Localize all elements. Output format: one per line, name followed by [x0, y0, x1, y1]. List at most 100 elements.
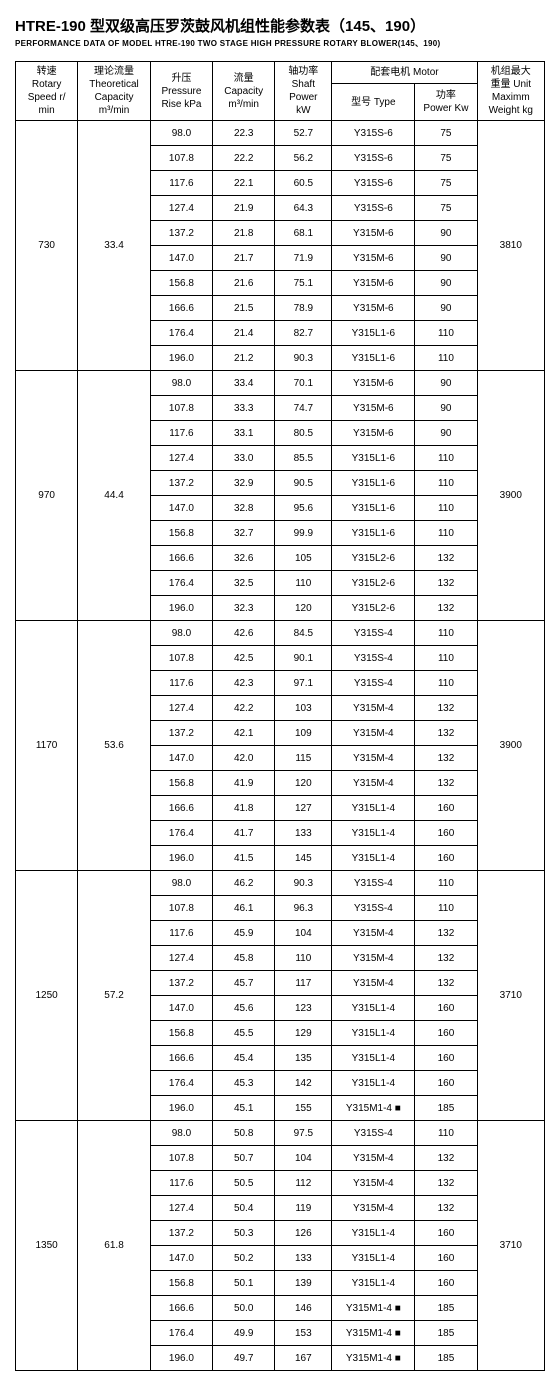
- cell-t: Y315S-4: [332, 621, 415, 646]
- cell-pw: 185: [415, 1096, 477, 1121]
- cell-s: 155: [275, 1096, 332, 1121]
- cell-c: 50.2: [213, 1246, 275, 1271]
- cell-t: Y315S-6: [332, 196, 415, 221]
- cell-p: 166.6: [150, 1046, 212, 1071]
- cell-t: Y315M1-4 ■: [332, 1296, 415, 1321]
- cell-s: 133: [275, 821, 332, 846]
- cell-weight: 3710: [477, 871, 544, 1121]
- cell-pw: 75: [415, 146, 477, 171]
- cell-pw: 110: [415, 871, 477, 896]
- cell-c: 21.4: [213, 321, 275, 346]
- cell-p: 196.0: [150, 596, 212, 621]
- cell-c: 21.6: [213, 271, 275, 296]
- cell-pw: 75: [415, 196, 477, 221]
- cell-pw: 90: [415, 246, 477, 271]
- cell-c: 32.5: [213, 571, 275, 596]
- cell-c: 50.4: [213, 1196, 275, 1221]
- cell-pw: 110: [415, 471, 477, 496]
- cell-p: 147.0: [150, 996, 212, 1021]
- cell-theoretical: 57.2: [78, 871, 151, 1121]
- cell-c: 32.6: [213, 546, 275, 571]
- cell-pw: 132: [415, 596, 477, 621]
- cell-s: 115: [275, 746, 332, 771]
- cell-theoretical: 44.4: [78, 371, 151, 621]
- cell-p: 107.8: [150, 1146, 212, 1171]
- cell-c: 21.9: [213, 196, 275, 221]
- cell-t: Y315L1-4: [332, 1221, 415, 1246]
- cell-t: Y315L2-6: [332, 596, 415, 621]
- cell-t: Y315L2-6: [332, 571, 415, 596]
- title-sub: PERFORMANCE DATA OF MODEL HTRE-190 TWO S…: [15, 38, 545, 49]
- cell-s: 90.5: [275, 471, 332, 496]
- cell-t: Y315S-6: [332, 146, 415, 171]
- hdr-pressure: 升压 Pressure Rise kPa: [150, 62, 212, 121]
- cell-c: 33.4: [213, 371, 275, 396]
- cell-pw: 110: [415, 346, 477, 371]
- cell-s: 80.5: [275, 421, 332, 446]
- cell-p: 98.0: [150, 121, 212, 146]
- cell-pw: 110: [415, 621, 477, 646]
- cell-s: 120: [275, 596, 332, 621]
- cell-s: 167: [275, 1346, 332, 1371]
- title-main: HTRE-190 型双级高压罗茨鼓风机组性能参数表（145、190）: [15, 15, 545, 36]
- cell-c: 22.2: [213, 146, 275, 171]
- table-header: 转速 Rotary Speed r/ min 理论流量 Theoretical …: [16, 62, 545, 121]
- cell-pw: 110: [415, 646, 477, 671]
- cell-c: 46.1: [213, 896, 275, 921]
- cell-t: Y315L1-4: [332, 846, 415, 871]
- cell-p: 147.0: [150, 496, 212, 521]
- cell-pw: 110: [415, 521, 477, 546]
- cell-pw: 160: [415, 996, 477, 1021]
- cell-p: 127.4: [150, 196, 212, 221]
- cell-t: Y315L1-6: [332, 321, 415, 346]
- cell-speed: 970: [16, 371, 78, 621]
- hdr-theoretical: 理论流量 Theoretical Capacity m³/min: [78, 62, 151, 121]
- cell-t: Y315M-4: [332, 1171, 415, 1196]
- cell-p: 127.4: [150, 446, 212, 471]
- cell-s: 117: [275, 971, 332, 996]
- cell-theoretical: 33.4: [78, 121, 151, 371]
- cell-s: 112: [275, 1171, 332, 1196]
- cell-c: 21.5: [213, 296, 275, 321]
- cell-s: 56.2: [275, 146, 332, 171]
- cell-t: Y315M1-4 ■: [332, 1346, 415, 1371]
- cell-weight: 3900: [477, 621, 544, 871]
- cell-p: 127.4: [150, 946, 212, 971]
- cell-t: Y315M-6: [332, 296, 415, 321]
- cell-pw: 90: [415, 296, 477, 321]
- cell-t: Y315M-6: [332, 371, 415, 396]
- cell-s: 135: [275, 1046, 332, 1071]
- cell-pw: 185: [415, 1296, 477, 1321]
- cell-c: 32.8: [213, 496, 275, 521]
- cell-c: 45.3: [213, 1071, 275, 1096]
- cell-t: Y315L1-4: [332, 1071, 415, 1096]
- cell-s: 96.3: [275, 896, 332, 921]
- cell-s: 133: [275, 1246, 332, 1271]
- cell-p: 196.0: [150, 1346, 212, 1371]
- cell-pw: 90: [415, 396, 477, 421]
- cell-s: 145: [275, 846, 332, 871]
- cell-p: 156.8: [150, 521, 212, 546]
- cell-c: 49.9: [213, 1321, 275, 1346]
- cell-pw: 185: [415, 1321, 477, 1346]
- cell-t: Y315L1-4: [332, 1271, 415, 1296]
- cell-pw: 110: [415, 896, 477, 921]
- cell-t: Y315L1-4: [332, 1246, 415, 1271]
- cell-weight: 3810: [477, 121, 544, 371]
- cell-c: 50.0: [213, 1296, 275, 1321]
- cell-pw: 132: [415, 1196, 477, 1221]
- cell-s: 97.1: [275, 671, 332, 696]
- cell-c: 45.1: [213, 1096, 275, 1121]
- cell-c: 33.3: [213, 396, 275, 421]
- cell-p: 107.8: [150, 396, 212, 421]
- cell-s: 84.5: [275, 621, 332, 646]
- cell-t: Y315M-4: [332, 921, 415, 946]
- cell-c: 22.3: [213, 121, 275, 146]
- cell-c: 45.4: [213, 1046, 275, 1071]
- cell-t: Y315L1-4: [332, 1046, 415, 1071]
- cell-pw: 110: [415, 446, 477, 471]
- cell-t: Y315S-6: [332, 121, 415, 146]
- hdr-shaft: 轴功率 Shaft Power kW: [275, 62, 332, 121]
- cell-pw: 90: [415, 271, 477, 296]
- cell-s: 99.9: [275, 521, 332, 546]
